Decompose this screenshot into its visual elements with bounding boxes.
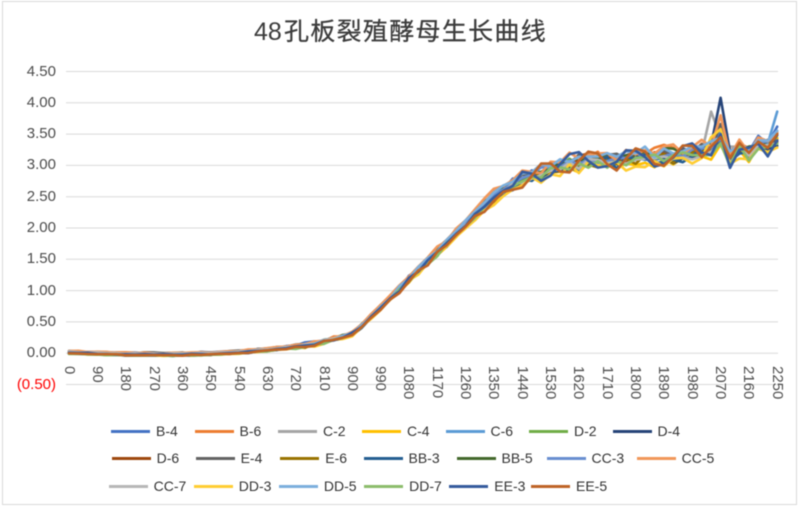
svg-text:48: 48: [254, 18, 282, 46]
